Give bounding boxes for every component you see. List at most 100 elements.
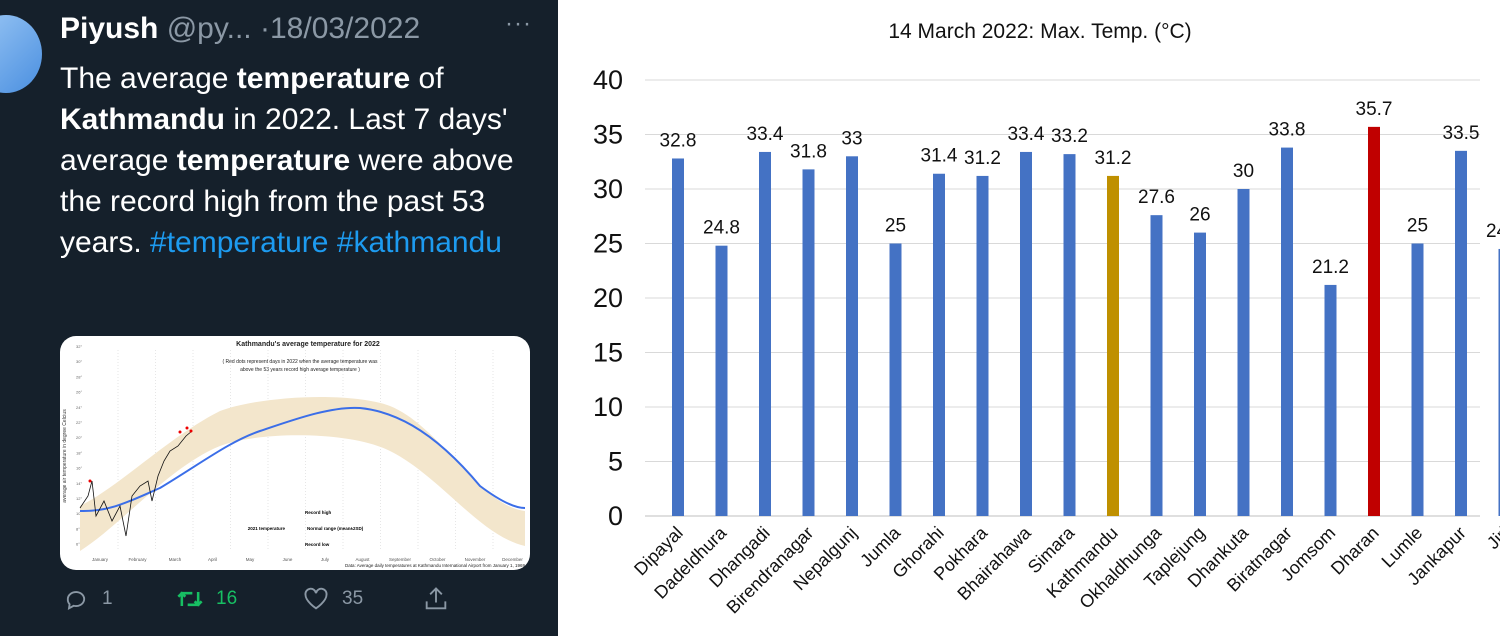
y-tick-label: 5 [608, 447, 623, 477]
bar-jumla [889, 243, 902, 516]
image-ytick: 26° [76, 390, 82, 395]
more-options-icon[interactable]: ··· [505, 10, 532, 37]
image-ytick: 30° [76, 359, 82, 364]
temperature-chart-image: Kathmandu's average temperature for 2022… [62, 341, 526, 568]
normal-average-line [79, 406, 526, 513]
bar-jomsom [1324, 284, 1337, 516]
bar-dipayal [672, 158, 684, 517]
text-bold: temperature [176, 144, 351, 177]
text-bold: temperature [236, 62, 411, 95]
chart-title: 14 March 2022: Max. Temp. (°C) [888, 20, 1191, 43]
bar-value-label: 33.8 [1269, 120, 1306, 141]
image-ytick: 22° [76, 420, 82, 425]
y-tick-label: 30 [593, 174, 623, 204]
bar-dadeldhura [715, 245, 728, 516]
heart-icon [304, 587, 328, 610]
retweet-button[interactable]: 16 [176, 585, 237, 613]
text-part: were above the record high from the past… [60, 144, 514, 259]
bar-bhairahawa [1020, 151, 1032, 516]
legend-record-low: Record low [305, 542, 330, 547]
author-name[interactable]: Piyush [60, 12, 159, 45]
bar-ghorahi [933, 173, 945, 517]
bar-birendranagar [802, 169, 815, 516]
reply-icon [66, 591, 86, 611]
image-source: Data: Average daily temperatures at Kath… [345, 563, 526, 568]
image-month-label: June [283, 557, 293, 562]
bar-value-label: 33 [841, 128, 862, 149]
bar-value-label: 32.8 [660, 130, 697, 151]
x-category-label: Jiri [1483, 523, 1500, 553]
avatar[interactable] [0, 15, 42, 93]
reply-count: 1 [102, 588, 113, 609]
image-ylabel: average air temperature in degree Celciu… [62, 409, 68, 503]
y-tick-label: 25 [593, 229, 623, 259]
bar-biratnagar [1281, 147, 1293, 516]
bar-value-label: 25 [1407, 216, 1428, 237]
like-button[interactable]: 35 [302, 585, 363, 613]
share-icon [425, 587, 447, 610]
bar-value-label: 33.5 [1443, 123, 1480, 144]
record-dot [185, 426, 189, 430]
image-month-label: August [355, 557, 370, 562]
text-part: in 2022. Last 7 days' average [60, 103, 508, 177]
y-tick-label: 10 [593, 392, 623, 422]
reply-button[interactable]: 1 [62, 585, 113, 613]
image-subtitle: above the 53 years record high average t… [240, 367, 360, 373]
y-tick-label: 0 [608, 501, 623, 531]
image-ytick: 8° [76, 526, 80, 531]
hashtag-temperature[interactable]: #temperature [150, 226, 329, 259]
image-ytick: 24° [76, 405, 82, 410]
bar-value-label: 31.4 [921, 146, 958, 167]
tweet-image[interactable]: Kathmandu's average temperature for 2022… [60, 336, 530, 570]
retweet-icon [177, 591, 203, 607]
like-count: 35 [342, 588, 364, 609]
bar-value-label: 21.2 [1312, 257, 1349, 278]
bar-dhankuta [1237, 189, 1250, 516]
bar-value-label: 33.4 [1008, 124, 1045, 145]
author-handle[interactable]: @py... [166, 12, 252, 45]
image-ytick: 28° [76, 374, 82, 379]
bar-dharan [1368, 126, 1380, 517]
image-ytick: 18° [76, 450, 82, 455]
image-month-label: July [321, 557, 330, 562]
y-tick-label: 35 [593, 120, 623, 150]
image-month-label: September [389, 557, 412, 562]
image-month-label: November [465, 557, 486, 562]
bar-value-label: 24.8 [703, 218, 740, 239]
bar-value-label: 27.6 [1138, 187, 1175, 208]
bar-kathmandu [1107, 175, 1119, 517]
image-subtitle: ( Red dots represent days in 2022 when t… [222, 359, 378, 365]
bar-value-label: 31.2 [964, 148, 1001, 169]
y-tick-label: 40 [593, 65, 623, 95]
bar-value-label: 33.2 [1051, 126, 1088, 147]
bar-taplejung [1194, 232, 1206, 516]
tweet-text: The average temperature of Kathmandu in … [60, 58, 540, 263]
bar-jankapur [1455, 150, 1467, 516]
tweet: Piyush @py... ·18/03/2022 ··· The averag… [0, 0, 558, 636]
x-category-label: Dharan [1327, 523, 1383, 579]
tweet-actions: 1 16 35 [0, 585, 558, 625]
record-dot [88, 479, 92, 483]
bar-value-label: 24.5 [1486, 221, 1500, 242]
bar-okhaldhunga [1150, 215, 1163, 516]
image-ytick: 32° [76, 344, 82, 349]
image-ytick: 12° [76, 496, 82, 501]
tweet-date[interactable]: 18/03/2022 [269, 12, 421, 45]
text-part: The average [60, 62, 237, 95]
hashtag-kathmandu[interactable]: #kathmandu [336, 226, 502, 259]
max-temp-bar-chart: 14 March 2022: Max. Temp. (°C) 0 5 10 15 20 2… [593, 20, 1500, 617]
bar-lumle [1411, 243, 1424, 516]
image-month-label: January [92, 557, 109, 562]
text-bold: Kathmandu [60, 103, 225, 136]
bar-pokhara [976, 175, 989, 517]
y-tick-label: 20 [593, 283, 623, 313]
retweet-count: 16 [216, 588, 238, 609]
bar-nepalgunj [846, 156, 858, 517]
image-ytick: 16° [76, 466, 82, 471]
bar-value-label: 33.4 [747, 124, 784, 145]
image-month-label: October [429, 557, 446, 562]
share-button[interactable] [422, 585, 450, 613]
record-dot [189, 429, 193, 433]
image-ytick: 6° [76, 542, 80, 547]
bar-value-label: 35.7 [1356, 99, 1393, 120]
